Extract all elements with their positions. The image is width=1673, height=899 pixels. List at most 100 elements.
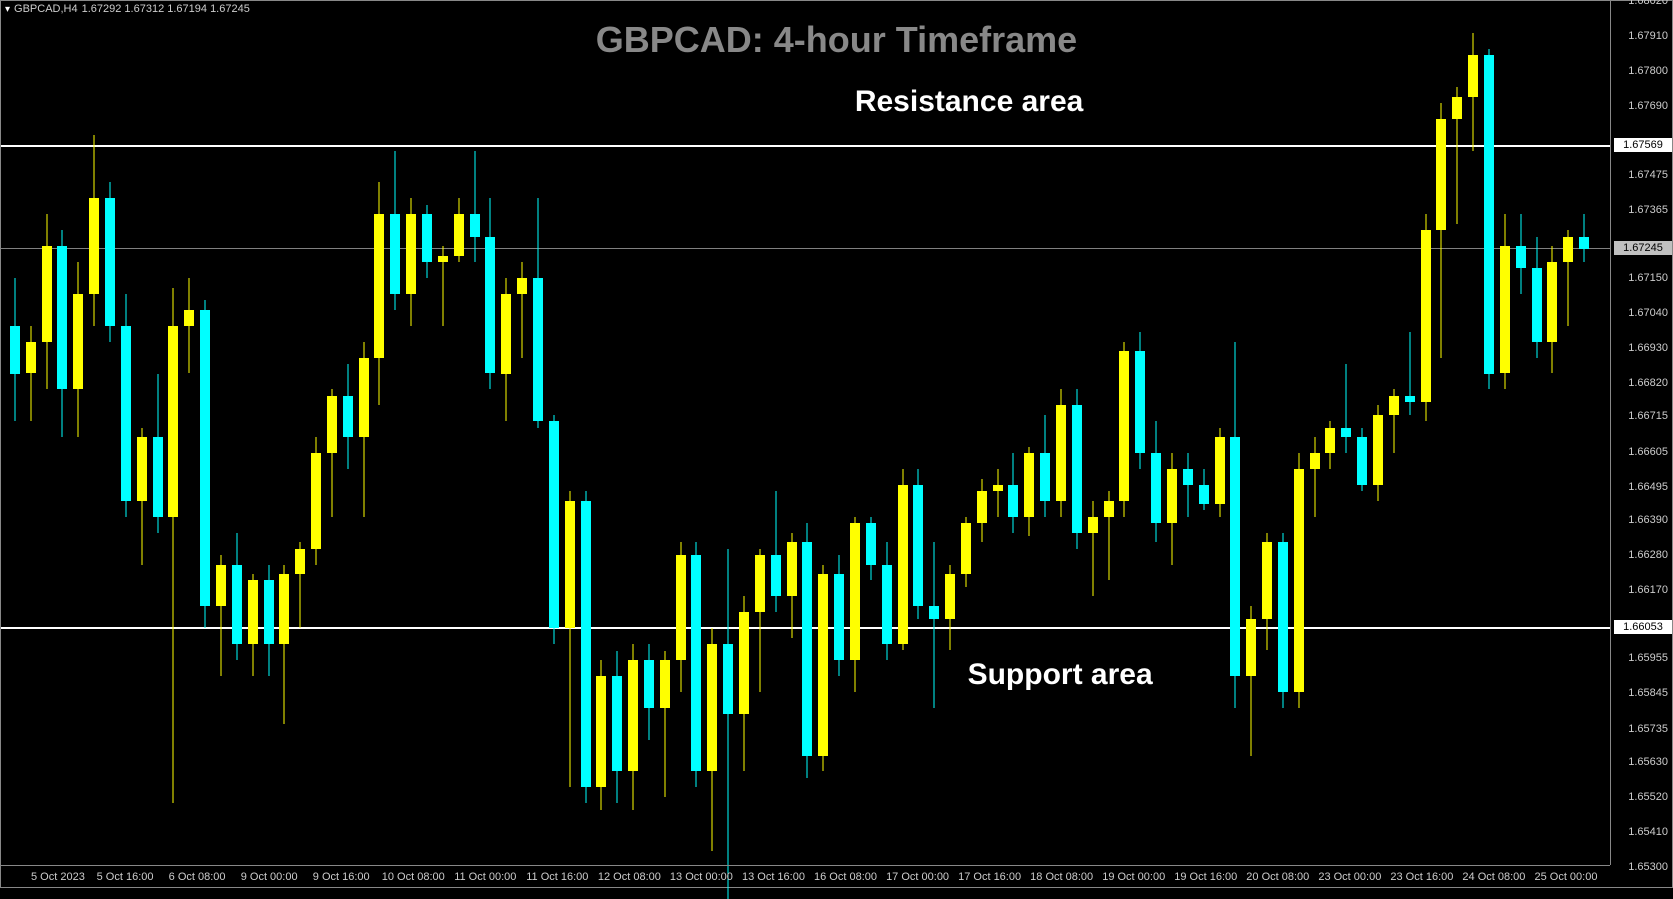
- candle: [438, 1, 448, 867]
- candle: [1341, 1, 1351, 867]
- candle: [1547, 1, 1557, 867]
- candle: [1294, 1, 1304, 867]
- y-tick-label: 1.67800: [1628, 65, 1668, 77]
- candle: [596, 1, 606, 867]
- candle: [406, 1, 416, 867]
- candle: [549, 1, 559, 867]
- y-tick-label: 1.66170: [1628, 584, 1668, 596]
- candle: [279, 1, 289, 867]
- candle: [1008, 1, 1018, 867]
- price-label: 1.67245: [1614, 241, 1672, 255]
- candle: [691, 1, 701, 867]
- x-tick-label: 5 Oct 2023: [31, 871, 85, 883]
- y-tick-label: 1.67365: [1628, 204, 1668, 216]
- x-tick-label: 9 Oct 16:00: [313, 871, 370, 883]
- x-tick-label: 24 Oct 08:00: [1462, 871, 1525, 883]
- candle: [929, 1, 939, 867]
- candle: [501, 1, 511, 867]
- x-tick-label: 16 Oct 08:00: [814, 871, 877, 883]
- candle: [1373, 1, 1383, 867]
- candle: [866, 1, 876, 867]
- candle: [1563, 1, 1573, 867]
- candle: [454, 1, 464, 867]
- candle: [1024, 1, 1034, 867]
- candle: [755, 1, 765, 867]
- candle: [1484, 1, 1494, 867]
- x-tick-label: 18 Oct 08:00: [1030, 871, 1093, 883]
- candle: [961, 1, 971, 867]
- candle: [660, 1, 670, 867]
- candle: [390, 1, 400, 867]
- y-tick-label: 1.65410: [1628, 826, 1668, 838]
- x-tick-label: 13 Oct 00:00: [670, 871, 733, 883]
- x-tick-label: 23 Oct 00:00: [1318, 871, 1381, 883]
- candle: [1278, 1, 1288, 867]
- candle: [1199, 1, 1209, 867]
- x-tick-label: 13 Oct 16:00: [742, 871, 805, 883]
- x-axis: 5 Oct 20235 Oct 16:006 Oct 08:009 Oct 00…: [1, 865, 1610, 887]
- y-tick-label: 1.66280: [1628, 549, 1668, 561]
- price-label: 1.67569: [1614, 138, 1672, 152]
- chart-container: ▾ GBPCAD,H4 1.67292 1.67312 1.67194 1.67…: [0, 0, 1673, 888]
- x-tick-label: 5 Oct 16:00: [97, 871, 154, 883]
- candle: [581, 1, 591, 867]
- candle: [200, 1, 210, 867]
- candle: [834, 1, 844, 867]
- candle: [1436, 1, 1446, 867]
- candle: [57, 1, 67, 867]
- candle: [1230, 1, 1240, 867]
- y-tick-label: 1.67475: [1628, 169, 1668, 181]
- y-tick-label: 1.67040: [1628, 307, 1668, 319]
- x-tick-label: 6 Oct 08:00: [169, 871, 226, 883]
- candle: [137, 1, 147, 867]
- x-tick-label: 25 Oct 00:00: [1534, 871, 1597, 883]
- candle: [818, 1, 828, 867]
- x-tick-label: 10 Oct 08:00: [382, 871, 445, 883]
- candle: [977, 1, 987, 867]
- candle: [1056, 1, 1066, 867]
- candle: [1088, 1, 1098, 867]
- candle: [264, 1, 274, 867]
- candle: [485, 1, 495, 867]
- y-tick-label: 1.67910: [1628, 30, 1668, 42]
- x-tick-label: 20 Oct 08:00: [1246, 871, 1309, 883]
- candle: [1389, 1, 1399, 867]
- candle: [1452, 1, 1462, 867]
- candle: [1579, 1, 1589, 867]
- candle: [26, 1, 36, 867]
- candle: [1310, 1, 1320, 867]
- y-tick-label: 1.65520: [1628, 791, 1668, 803]
- candle: [73, 1, 83, 867]
- candle: [1135, 1, 1145, 867]
- plot-area[interactable]: Resistance areaSupport area: [1, 1, 1610, 865]
- candle: [216, 1, 226, 867]
- candle: [295, 1, 305, 867]
- candle: [723, 1, 733, 867]
- candle: [1325, 1, 1335, 867]
- candle: [945, 1, 955, 867]
- candle: [1532, 1, 1542, 867]
- x-tick-label: 17 Oct 16:00: [958, 871, 1021, 883]
- candle: [850, 1, 860, 867]
- y-tick-label: 1.67150: [1628, 272, 1668, 284]
- y-tick-label: 1.65630: [1628, 756, 1668, 768]
- candle: [232, 1, 242, 867]
- candle: [1500, 1, 1510, 867]
- y-tick-label: 1.66390: [1628, 514, 1668, 526]
- price-label: 1.66053: [1614, 620, 1672, 634]
- y-tick-label: 1.65845: [1628, 687, 1668, 699]
- candle: [1167, 1, 1177, 867]
- candle: [327, 1, 337, 867]
- candle: [311, 1, 321, 867]
- candle: [42, 1, 52, 867]
- candle: [1104, 1, 1114, 867]
- candle: [153, 1, 163, 867]
- candle: [359, 1, 369, 867]
- candle: [168, 1, 178, 867]
- candle: [898, 1, 908, 867]
- candle: [248, 1, 258, 867]
- candle: [1405, 1, 1415, 867]
- y-tick-label: 1.65955: [1628, 652, 1668, 664]
- candle: [105, 1, 115, 867]
- candle: [644, 1, 654, 867]
